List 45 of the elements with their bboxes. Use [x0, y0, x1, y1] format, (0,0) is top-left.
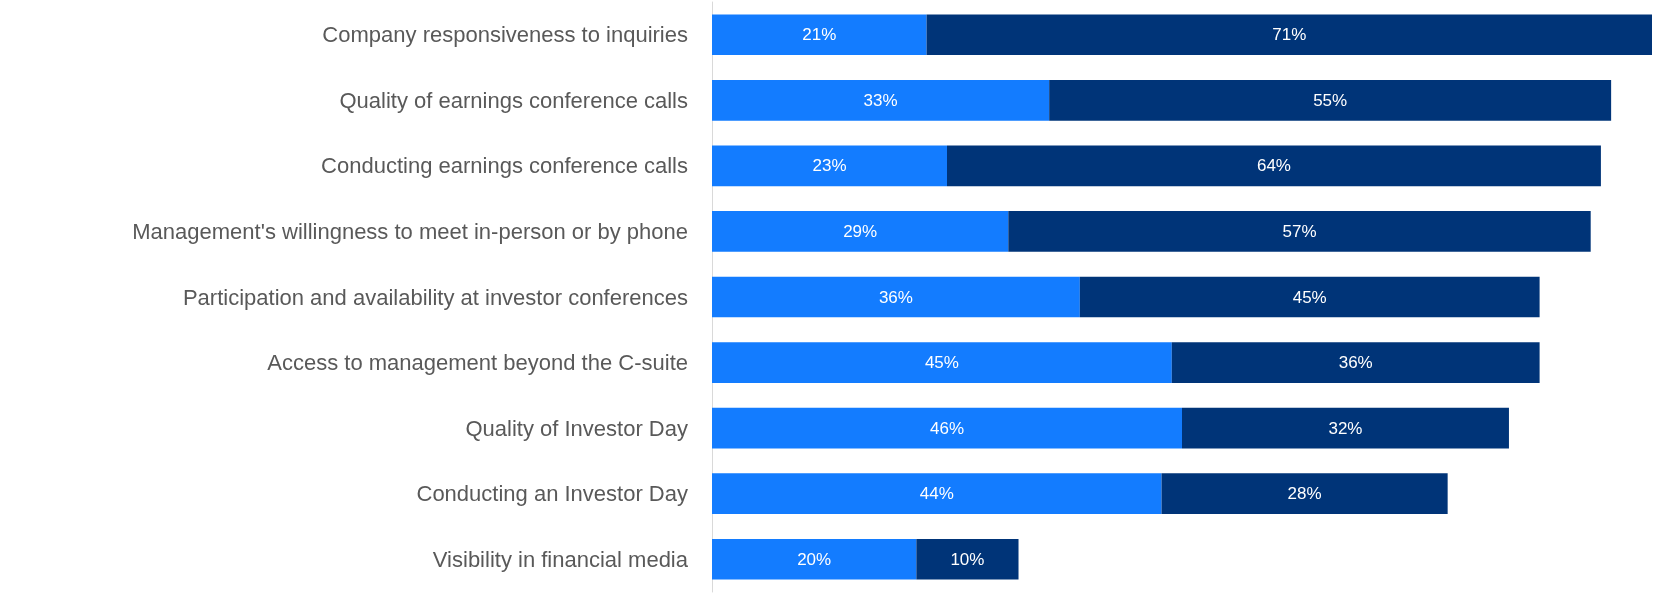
bar: [1049, 80, 1612, 121]
data-label: 23%: [812, 156, 847, 176]
bar: [712, 211, 1009, 252]
bar: [712, 538, 917, 580]
y-tick-label: Company responsiveness to inquiries: [322, 22, 688, 48]
data-label: 55%: [1313, 90, 1348, 110]
y-tick-label: Quality of earnings conference calls: [339, 87, 688, 113]
y-tick-label: Quality of Investor Day: [465, 415, 688, 441]
y-tick-label: Access to management beyond the C-suite: [267, 350, 688, 376]
bar: [1079, 276, 1540, 318]
y-tick-label: Participation and availability at investor conferences: [182, 284, 688, 310]
y-tick-label: Visibility in financial media: [432, 546, 689, 572]
data-label: 44%: [919, 484, 954, 504]
data-label: 29%: [843, 221, 878, 241]
data-label: 32%: [1328, 418, 1363, 438]
bar: [947, 145, 1601, 187]
data-label: 28%: [1287, 484, 1322, 504]
bar: [712, 407, 1182, 449]
bar: [712, 14, 927, 56]
bar: [1008, 211, 1591, 252]
bar: [1182, 407, 1509, 449]
data-label: 33%: [863, 90, 898, 110]
data-label: 71%: [1272, 25, 1307, 45]
bar: [712, 276, 1080, 318]
data-label: 36%: [878, 287, 913, 307]
data-label: 57%: [1282, 221, 1317, 241]
bar: [916, 538, 1019, 580]
data-label: 64%: [1256, 156, 1291, 176]
bar: [1171, 342, 1540, 383]
data-label: 21%: [802, 25, 837, 45]
bar: [926, 14, 1652, 56]
data-label: 45%: [924, 353, 959, 373]
y-tick-label: Conducting earnings conference calls: [321, 153, 688, 179]
data-label: 46%: [929, 418, 965, 438]
bar: [712, 145, 947, 187]
bar: [712, 80, 1050, 121]
bar: [1161, 473, 1448, 514]
y-tick-label: Conducting an Investor Day: [416, 481, 688, 507]
data-label: 36%: [1338, 353, 1373, 373]
bar: [712, 473, 1162, 514]
data-label: 20%: [797, 549, 832, 569]
y-tick-label: Management's willingness to meet in-person or by phone: [132, 218, 688, 244]
data-label: 10%: [950, 549, 985, 569]
data-label: 45%: [1292, 287, 1327, 307]
bar: [712, 342, 1172, 383]
